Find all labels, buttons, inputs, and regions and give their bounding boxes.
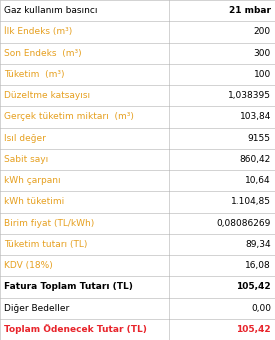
Text: Sabit sayı: Sabit sayı (4, 155, 48, 164)
Bar (0, 0, 275, 21)
Text: 0,08086269: 0,08086269 (216, 219, 271, 227)
Bar (0, 21, 275, 42)
Text: 89,34: 89,34 (245, 240, 271, 249)
Text: Son Endeks  (m³): Son Endeks (m³) (4, 49, 82, 57)
Bar (0, 42, 275, 64)
Text: Tüketim tutarı (TL): Tüketim tutarı (TL) (4, 240, 87, 249)
Text: kWh tüketimi: kWh tüketimi (4, 198, 64, 206)
Text: İlk Endeks (m³): İlk Endeks (m³) (4, 28, 72, 36)
Text: 10,64: 10,64 (245, 176, 271, 185)
Text: Gerçek tüketim miktarı  (m³): Gerçek tüketim miktarı (m³) (4, 113, 134, 121)
Text: Toplam Ödenecek Tutar (TL): Toplam Ödenecek Tutar (TL) (4, 324, 147, 334)
Bar (0, 170, 275, 191)
Text: kWh çarpanı: kWh çarpanı (4, 176, 61, 185)
Bar (0, 212, 275, 234)
Text: 105,42: 105,42 (236, 283, 271, 291)
Text: Tüketim  (m³): Tüketim (m³) (4, 70, 65, 79)
Text: 1,038395: 1,038395 (228, 91, 271, 100)
Text: Isıl değer: Isıl değer (4, 134, 46, 142)
Text: Diğer Bedeller: Diğer Bedeller (4, 304, 69, 312)
Bar (0, 64, 275, 85)
Text: 1.104,85: 1.104,85 (231, 198, 271, 206)
Text: 860,42: 860,42 (240, 155, 271, 164)
Text: Fatura Toplam Tutarı (TL): Fatura Toplam Tutarı (TL) (4, 283, 133, 291)
Bar (0, 128, 275, 149)
Bar (0, 298, 275, 319)
Bar (0, 106, 275, 128)
Bar (0, 234, 275, 255)
Text: Birim fiyat (TL/kWh): Birim fiyat (TL/kWh) (4, 219, 94, 227)
Bar (0, 191, 275, 212)
Text: KDV (18%): KDV (18%) (4, 261, 53, 270)
Text: 105,42: 105,42 (236, 325, 271, 334)
Text: 0,00: 0,00 (251, 304, 271, 312)
Text: 21 mbar: 21 mbar (229, 6, 271, 15)
Text: 100: 100 (254, 70, 271, 79)
Text: 200: 200 (254, 28, 271, 36)
Text: 9155: 9155 (248, 134, 271, 142)
Bar (0, 276, 275, 298)
Text: 103,84: 103,84 (240, 113, 271, 121)
Text: Düzeltme katsayısı: Düzeltme katsayısı (4, 91, 90, 100)
Bar (0, 255, 275, 276)
Text: Gaz kullanım basıncı: Gaz kullanım basıncı (4, 6, 98, 15)
Text: 16,08: 16,08 (245, 261, 271, 270)
Bar (0, 319, 275, 340)
Bar (0, 149, 275, 170)
Text: 300: 300 (254, 49, 271, 57)
Bar (0, 85, 275, 106)
